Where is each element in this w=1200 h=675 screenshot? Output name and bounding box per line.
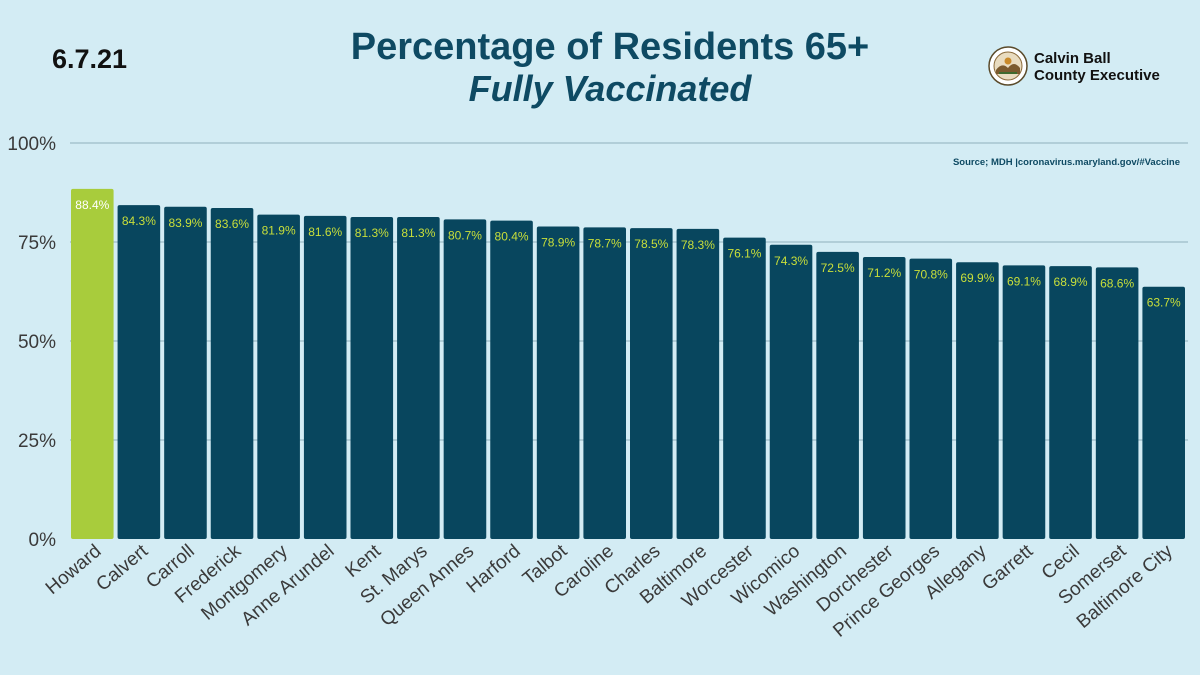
bar: [257, 214, 300, 539]
bar: [769, 244, 813, 539]
data-label: 88.4%: [75, 198, 109, 212]
x-tick-label: Calvert: [92, 540, 152, 595]
bar: [1049, 266, 1092, 539]
data-label: 80.4%: [495, 230, 529, 244]
bar: [117, 205, 161, 539]
data-label: 78.7%: [588, 236, 622, 250]
bar: [443, 219, 487, 540]
data-label: 78.9%: [541, 236, 575, 250]
data-label: 70.8%: [914, 268, 948, 282]
brand-role: County Executive: [1034, 67, 1160, 84]
source-note: Source; MDH |coronavirus.maryland.gov/#V…: [952, 157, 1180, 168]
data-label: 69.9%: [960, 271, 994, 285]
x-tick-label: Harford: [463, 541, 525, 598]
chart-title-line2: Fully Vaccinated: [468, 68, 752, 109]
bar: [723, 237, 766, 540]
bar: [816, 251, 859, 539]
y-tick-label: 50%: [18, 332, 56, 353]
y-tick-label: 0%: [29, 530, 57, 551]
data-label: 72.5%: [821, 261, 855, 275]
data-label: 81.6%: [308, 225, 342, 239]
data-label: 81.3%: [401, 226, 435, 240]
chart-title-line1: Percentage of Residents 65+: [350, 26, 870, 68]
x-tick-label: Garrett: [978, 540, 1037, 595]
data-label: 74.3%: [774, 254, 808, 268]
data-label: 83.6%: [215, 217, 249, 231]
bar: [1142, 286, 1185, 539]
bar: [676, 228, 720, 539]
bar: [630, 228, 673, 539]
brand-name: Calvin Ball: [1034, 50, 1111, 67]
data-label: 81.9%: [262, 224, 296, 238]
bar: [1095, 267, 1139, 539]
data-label: 68.9%: [1054, 275, 1088, 289]
data-label: 81.3%: [355, 226, 389, 240]
bar: [350, 217, 394, 539]
y-tick-label: 25%: [18, 431, 56, 452]
bar: [909, 258, 953, 539]
bar: [397, 217, 440, 539]
date-label: 6.7.21: [52, 44, 128, 74]
data-label: 80.7%: [448, 228, 482, 242]
bar: [1002, 265, 1046, 539]
bar: [71, 188, 114, 539]
bar: [536, 226, 580, 539]
y-tick-label: 75%: [18, 233, 56, 254]
data-label: 69.1%: [1007, 274, 1041, 288]
data-label: 63.7%: [1147, 296, 1181, 310]
bar: [862, 257, 906, 539]
bar: [164, 206, 207, 540]
bar: [303, 215, 347, 539]
bar: [956, 262, 999, 539]
data-label: 78.3%: [681, 238, 715, 252]
y-tick-label: 100%: [7, 134, 56, 155]
data-label: 76.1%: [727, 247, 761, 261]
data-label: 84.3%: [122, 214, 156, 228]
data-label: 68.6%: [1100, 276, 1134, 290]
county-seal-icon: [988, 46, 1028, 86]
data-label: 71.2%: [867, 266, 901, 280]
bar: [210, 207, 254, 539]
bar: [583, 227, 626, 539]
data-label: 78.5%: [634, 237, 668, 251]
county-executive-brand: Calvin Ball County Executive: [988, 46, 1188, 88]
data-label: 83.9%: [168, 216, 202, 230]
chart-title: Percentage of Residents 65+ Fully Vaccin…: [280, 26, 940, 110]
bar: [490, 220, 533, 539]
